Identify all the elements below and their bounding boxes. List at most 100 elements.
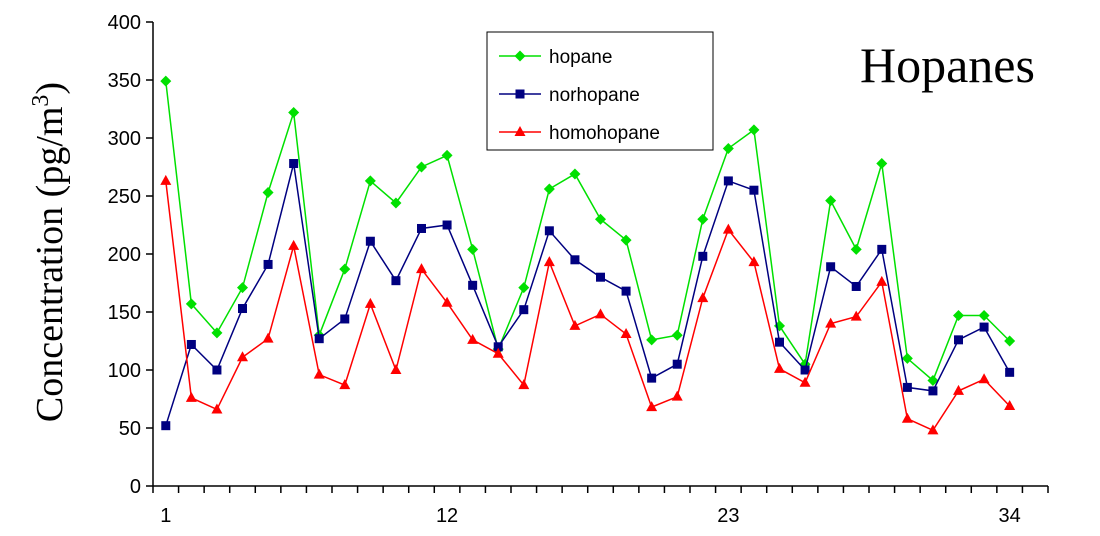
data-point-hopane: [416, 161, 427, 173]
x-axis: 1 12 23 34: [152, 485, 1049, 527]
data-point-homohopane: [467, 333, 479, 344]
data-point-hopane: [262, 187, 274, 199]
legend: hopane norhopane homohopane: [486, 31, 714, 151]
y-axis-label-close: ): [29, 82, 71, 95]
data-point-hopane: [850, 243, 862, 255]
data-point-homohopane: [927, 424, 939, 435]
y-tick-label: 250: [108, 186, 141, 208]
data-point-norhopane: [1005, 367, 1015, 377]
data-point-hopane: [1004, 335, 1016, 347]
data-point-norhopane: [493, 342, 503, 352]
data-point-hopane: [339, 263, 351, 275]
data-point-norhopane: [647, 373, 657, 383]
data-point-hopane: [160, 75, 172, 87]
series-line-hopane: [165, 81, 1011, 382]
data-point-homohopane: [953, 384, 964, 395]
data-point-norhopane: [365, 236, 375, 246]
data-point-norhopane: [775, 337, 784, 347]
data-point-norhopane: [263, 259, 273, 269]
y-axis-label: Concentration (pg/m3): [28, 82, 71, 422]
data-point-norhopane: [800, 365, 810, 375]
x-tick-label: 34: [999, 505, 1021, 527]
data-point-hopane: [211, 327, 223, 339]
legend-box: [486, 31, 714, 151]
data-point-hopane: [620, 234, 632, 246]
x-tick-label: 12: [436, 505, 458, 527]
data-point-homohopane: [518, 379, 530, 390]
data-point-hopane: [978, 309, 990, 321]
data-point-hopane: [518, 282, 530, 294]
data-point-homohopane: [595, 308, 606, 319]
chart-title: Hopanes: [860, 37, 1035, 93]
data-point-hopane: [748, 124, 760, 136]
data-point-hopane: [441, 149, 453, 161]
data-point-homohopane: [697, 292, 709, 303]
data-point-homohopane: [646, 401, 658, 412]
data-point-hopane: [288, 106, 300, 118]
data-point-hopane: [467, 243, 479, 255]
y-tick-label: 400: [108, 12, 141, 34]
data-point-homohopane: [441, 296, 453, 307]
data-point-hopane: [646, 334, 658, 346]
data-point-homohopane: [185, 391, 197, 402]
data-point-hopane: [722, 142, 734, 154]
data-point-norhopane: [826, 262, 836, 272]
y-tick-label: 300: [108, 128, 141, 150]
data-point-norhopane: [851, 281, 861, 291]
x-tick-label: 23: [717, 505, 739, 527]
data-point-norhopane: [212, 365, 222, 375]
data-point-homohopane: [364, 297, 376, 308]
data-point-hopane: [927, 374, 939, 386]
y-axis-label-superscript: 3: [28, 95, 54, 107]
data-point-norhopane: [544, 226, 554, 236]
data-point-hopane: [364, 175, 376, 187]
series-line-homohopane: [165, 180, 1011, 432]
data-point-homohopane: [339, 379, 351, 390]
data-point-homohopane: [262, 332, 274, 343]
data-point-norhopane: [723, 176, 733, 186]
data-point-homohopane: [748, 256, 760, 267]
data-point-norhopane: [468, 280, 478, 290]
data-point-homohopane: [390, 364, 402, 374]
legend-marker-norhopane: [515, 89, 525, 99]
data-point-hopane: [876, 158, 888, 170]
data-point-homohopane: [825, 317, 837, 328]
data-point-norhopane: [749, 185, 759, 195]
data-point-hopane: [825, 195, 837, 207]
data-point-norhopane: [314, 334, 324, 344]
x-tick-label: 1: [160, 505, 171, 527]
data-point-homohopane: [799, 376, 811, 387]
data-point-norhopane: [519, 305, 529, 315]
y-axis-label-main: Concentration (pg/m: [29, 107, 71, 423]
data-point-hopane: [390, 197, 402, 209]
y-tick-label: 100: [108, 360, 141, 382]
series-norhopane: [161, 159, 1015, 431]
data-point-norhopane: [570, 255, 580, 265]
y-tick-label: 0: [130, 476, 141, 498]
data-point-homohopane: [620, 328, 632, 339]
data-point-homohopane: [543, 256, 555, 267]
data-point-homohopane: [288, 239, 300, 250]
data-point-homohopane: [722, 223, 734, 234]
data-point-norhopane: [289, 159, 299, 169]
data-point-norhopane: [621, 286, 631, 296]
data-point-hopane: [595, 213, 606, 225]
y-tick-label: 350: [108, 70, 141, 92]
data-point-norhopane: [596, 272, 605, 282]
data-point-homohopane: [569, 319, 581, 330]
data-point-norhopane: [928, 386, 938, 396]
data-point-norhopane: [340, 314, 350, 324]
data-point-norhopane: [979, 322, 989, 332]
data-point-norhopane: [698, 251, 708, 261]
data-point-norhopane: [902, 382, 912, 392]
data-point-homohopane: [850, 310, 862, 321]
legend-marker-homohopane: [514, 126, 526, 136]
data-point-homohopane: [876, 275, 888, 286]
data-point-homohopane: [1004, 399, 1016, 410]
data-point-homohopane: [160, 174, 172, 185]
data-point-hopane: [569, 168, 581, 180]
legend-label-homohopane: homohopane: [549, 123, 660, 144]
legend-marker-hopane: [514, 50, 526, 62]
data-point-hopane: [237, 282, 248, 294]
series-homohopane: [160, 174, 1016, 435]
